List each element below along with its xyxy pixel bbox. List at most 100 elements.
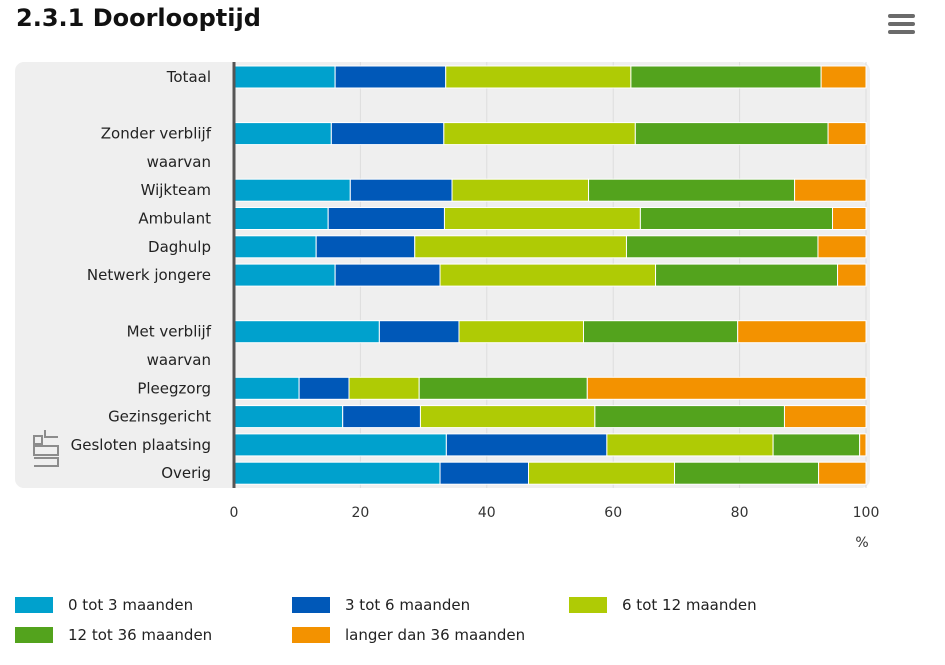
category-label: Wijkteam bbox=[141, 181, 211, 199]
bar-segment[interactable] bbox=[630, 65, 822, 89]
stacked-bar-chart: Totaal Zonder verblijf waarvan Wijkteam Ambu… bbox=[15, 62, 880, 551]
bar-segment[interactable] bbox=[818, 461, 867, 485]
bar-segment[interactable] bbox=[233, 207, 329, 230]
bar-segment[interactable] bbox=[586, 376, 867, 400]
bar-segment[interactable] bbox=[783, 405, 867, 429]
legend-label: 0 tot 3 maanden bbox=[68, 596, 194, 614]
bar-segment[interactable] bbox=[832, 207, 867, 230]
bar-segment[interactable] bbox=[859, 433, 867, 457]
bar-segment[interactable] bbox=[233, 65, 336, 89]
category-label: waarvan bbox=[147, 153, 211, 171]
bar-segment[interactable] bbox=[772, 433, 861, 457]
menu-bar bbox=[888, 30, 915, 34]
bar-segment[interactable] bbox=[349, 178, 453, 202]
x-tick-label: 60 bbox=[604, 505, 622, 521]
bar-segment[interactable] bbox=[606, 433, 774, 457]
bar-segment[interactable] bbox=[334, 263, 441, 287]
cbs-logo-icon bbox=[33, 430, 59, 467]
bar-segment[interactable] bbox=[445, 433, 608, 457]
bar-segment[interactable] bbox=[458, 320, 584, 344]
category-label: Gesloten plaatsing bbox=[71, 436, 211, 454]
bar-segment[interactable] bbox=[378, 320, 460, 344]
bar-segment[interactable] bbox=[233, 320, 380, 344]
category-label: Daghulp bbox=[148, 238, 211, 256]
x-tick-label: 40 bbox=[478, 505, 496, 521]
legend-label: 6 tot 12 maanden bbox=[622, 596, 757, 614]
bar-segment[interactable] bbox=[445, 65, 632, 89]
bar-segment[interactable] bbox=[233, 178, 351, 202]
bar-segment[interactable] bbox=[655, 263, 839, 287]
legend-swatch bbox=[569, 597, 607, 613]
bar-segment[interactable] bbox=[233, 405, 344, 429]
bar-segment[interactable] bbox=[233, 461, 441, 485]
legend-label: langer dan 36 maanden bbox=[345, 626, 526, 644]
bar-segment[interactable] bbox=[439, 263, 657, 287]
legend-item-0-3[interactable]: 0 tot 3 maanden bbox=[15, 594, 193, 616]
bar-segment[interactable] bbox=[327, 207, 445, 230]
category-label: Netwerk jongere bbox=[87, 266, 211, 284]
legend-item-36-plus[interactable]: langer dan 36 maanden bbox=[292, 624, 525, 646]
legend-swatch bbox=[15, 627, 53, 643]
bars bbox=[233, 65, 867, 485]
legend-label: 3 tot 6 maanden bbox=[345, 596, 471, 614]
legend-item-3-6[interactable]: 3 tot 6 maanden bbox=[292, 594, 470, 616]
bar-segment[interactable] bbox=[634, 122, 829, 146]
legend-swatch bbox=[292, 597, 330, 613]
bar-segment[interactable] bbox=[817, 235, 867, 259]
bar-segment[interactable] bbox=[233, 122, 332, 146]
x-tick-labels: 0 20 40 60 80 100 bbox=[230, 505, 880, 521]
category-label: Zonder verblijf bbox=[101, 125, 212, 143]
bar-segment[interactable] bbox=[594, 405, 785, 429]
x-axis-unit-label: % bbox=[855, 535, 868, 551]
legend-item-6-12[interactable]: 6 tot 12 maanden bbox=[569, 594, 757, 616]
bar-segment[interactable] bbox=[439, 461, 530, 485]
x-tick-label: 100 bbox=[853, 505, 880, 521]
legend-swatch bbox=[15, 597, 53, 613]
page-title: 2.3.1 Doorlooptijd bbox=[16, 4, 261, 32]
category-label: Met verblijf bbox=[127, 323, 212, 341]
bar-segment[interactable] bbox=[674, 461, 820, 485]
category-label: waarvan bbox=[147, 351, 211, 369]
bar-segment[interactable] bbox=[315, 235, 416, 259]
bar-segment[interactable] bbox=[233, 433, 447, 457]
legend-label: 12 tot 36 maanden bbox=[68, 626, 213, 644]
bar-segment[interactable] bbox=[414, 235, 627, 259]
x-tick-label: 20 bbox=[351, 505, 369, 521]
x-tick-label: 0 bbox=[230, 505, 239, 521]
menu-bar bbox=[888, 22, 915, 26]
bar-segment[interactable] bbox=[342, 405, 421, 429]
bar-segment[interactable] bbox=[233, 263, 336, 287]
hamburger-menu-icon[interactable] bbox=[888, 14, 916, 36]
bar-segment[interactable] bbox=[418, 376, 588, 400]
x-tick-label: 80 bbox=[731, 505, 749, 521]
bar-segment[interactable] bbox=[794, 178, 867, 202]
bar-segment[interactable] bbox=[451, 178, 590, 202]
legend-swatch bbox=[292, 627, 330, 643]
category-label: Ambulant bbox=[138, 210, 211, 228]
bar-segment[interactable] bbox=[419, 405, 596, 429]
bar-segment[interactable] bbox=[827, 122, 867, 146]
menu-bar bbox=[888, 14, 915, 18]
bar-segment[interactable] bbox=[588, 178, 796, 202]
legend-item-12-36[interactable]: 12 tot 36 maanden bbox=[15, 624, 212, 646]
bar-segment[interactable] bbox=[298, 376, 350, 400]
bar-segment[interactable] bbox=[233, 376, 300, 400]
category-label: Totaal bbox=[166, 68, 211, 86]
category-label: Pleegzorg bbox=[137, 379, 211, 397]
bar-segment[interactable] bbox=[639, 207, 834, 230]
bar-segment[interactable] bbox=[528, 461, 676, 485]
bar-segment[interactable] bbox=[582, 320, 739, 344]
bar-segment[interactable] bbox=[837, 263, 867, 287]
category-label: Overig bbox=[161, 464, 211, 482]
bar-segment[interactable] bbox=[820, 65, 867, 89]
bar-segment[interactable] bbox=[737, 320, 867, 344]
category-labels: Totaal Zonder verblijf waarvan Wijkteam Ambu… bbox=[71, 68, 212, 482]
bar-segment[interactable] bbox=[330, 122, 445, 146]
bar-segment[interactable] bbox=[233, 235, 317, 259]
bar-segment[interactable] bbox=[348, 376, 420, 400]
bar-segment[interactable] bbox=[443, 207, 641, 230]
bar-segment[interactable] bbox=[334, 65, 447, 89]
bar-segment[interactable] bbox=[625, 235, 819, 259]
legend: 0 tot 3 maanden 3 tot 6 maanden 6 tot 12… bbox=[15, 594, 915, 656]
bar-segment[interactable] bbox=[443, 122, 636, 146]
